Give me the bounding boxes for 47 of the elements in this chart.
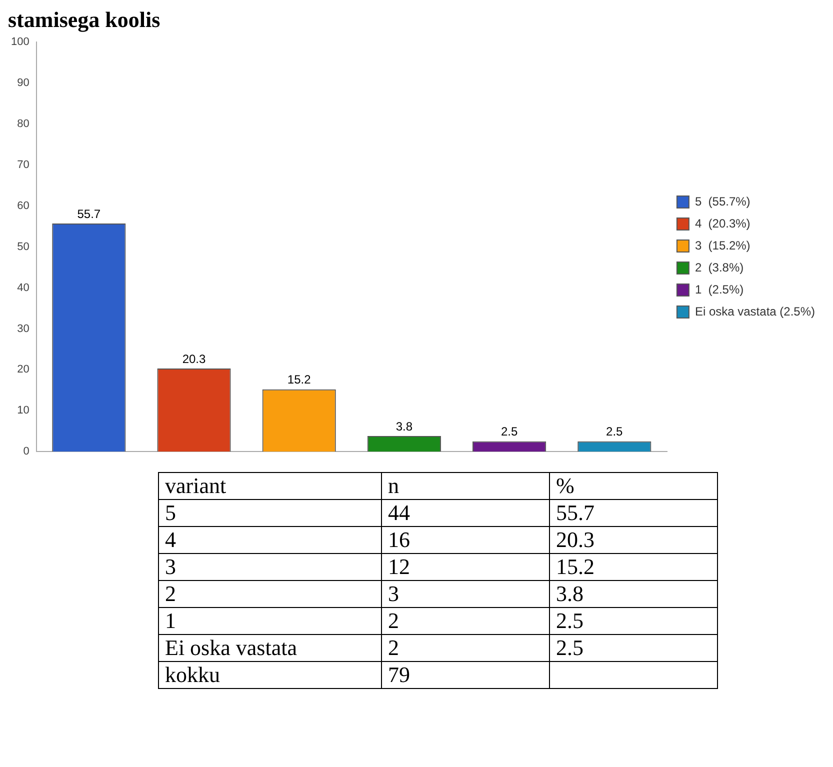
y-tick-label: 70 bbox=[17, 158, 30, 171]
legend-label: 5 (55.7%) bbox=[694, 194, 750, 208]
data-label: 2.5 bbox=[500, 424, 518, 439]
legend-label: 1 (2.5%) bbox=[694, 282, 744, 296]
text: 55.7 bbox=[550, 500, 718, 526]
data-label: 2.5 bbox=[606, 424, 624, 439]
text: 5 bbox=[158, 500, 382, 526]
y-tick-label: 50 bbox=[17, 240, 30, 253]
y-tick-label: 10 bbox=[17, 404, 30, 417]
text: 15.2 bbox=[550, 554, 718, 580]
text: 2 bbox=[382, 608, 550, 634]
text: 3 bbox=[382, 580, 550, 608]
text: n bbox=[382, 472, 550, 500]
text: 44 bbox=[382, 500, 550, 526]
data-label: 20.3 bbox=[182, 352, 206, 366]
data-label: 55.7 bbox=[77, 206, 101, 221]
text: 3 bbox=[158, 554, 382, 580]
legend-label: Ei oska vastata (2.5%) bbox=[694, 304, 816, 318]
text: Ei oska vastata bbox=[158, 634, 382, 662]
chart-title: stamisega koolis bbox=[8, 7, 162, 32]
y-tick-label: 40 bbox=[17, 282, 30, 294]
text: 4 bbox=[158, 526, 382, 554]
text: 20.3 bbox=[550, 526, 718, 554]
text: 16 bbox=[382, 526, 550, 554]
text: 2.5 bbox=[550, 608, 718, 634]
y-tick-label: 30 bbox=[17, 322, 30, 335]
text: 1 bbox=[158, 608, 382, 634]
text: 2 bbox=[158, 580, 382, 608]
text: % bbox=[550, 472, 718, 500]
legend-label: 4 (20.3%) bbox=[694, 216, 750, 230]
text: variant bbox=[158, 472, 382, 500]
y-tick-label: 60 bbox=[17, 200, 30, 212]
text: kokku bbox=[158, 662, 382, 688]
y-tick-label: 100 bbox=[10, 36, 30, 48]
text: 79 bbox=[382, 662, 550, 688]
data-label: 3.8 bbox=[396, 419, 413, 434]
legend-label: 3 (15.2%) bbox=[694, 238, 750, 252]
y-tick-label: 20 bbox=[17, 364, 30, 376]
legend-label: 2 (3.8%) bbox=[694, 260, 744, 274]
y-tick-label: 90 bbox=[17, 76, 30, 89]
y-tick-label: 0 bbox=[23, 446, 30, 458]
text: 2 bbox=[382, 634, 550, 662]
text: 2.5 bbox=[550, 634, 718, 662]
y-tick-label: 80 bbox=[17, 118, 30, 130]
text: 3.8 bbox=[550, 580, 718, 608]
text: 12 bbox=[382, 554, 550, 580]
data-label: 15.2 bbox=[287, 372, 312, 387]
